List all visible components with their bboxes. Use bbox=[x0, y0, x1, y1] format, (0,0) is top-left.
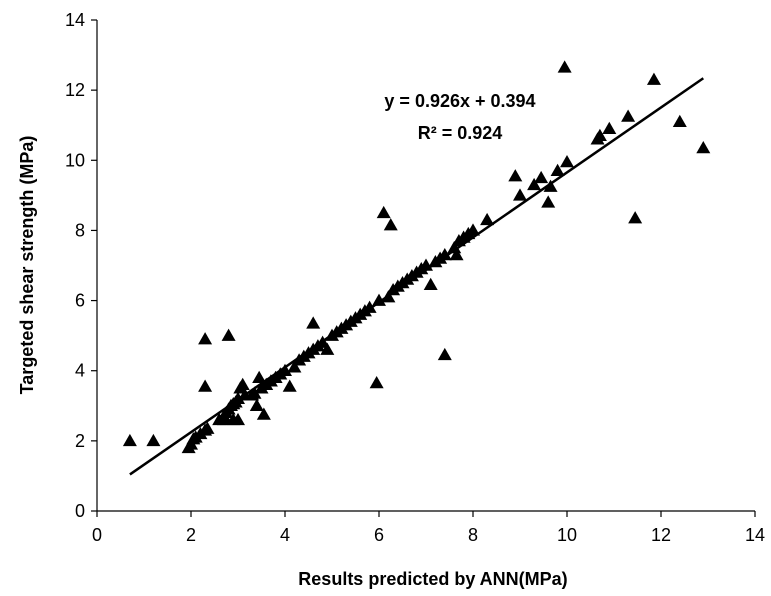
data-point bbox=[221, 328, 236, 341]
x-tick-label: 4 bbox=[280, 525, 290, 545]
data-point bbox=[508, 169, 523, 182]
x-tick-label: 12 bbox=[651, 525, 671, 545]
data-point bbox=[646, 72, 661, 85]
y-tick-label: 14 bbox=[65, 10, 85, 30]
data-points bbox=[122, 60, 711, 454]
data-point bbox=[560, 155, 574, 168]
data-point bbox=[621, 109, 636, 122]
data-point bbox=[362, 300, 377, 313]
trendline-equation: y = 0.926x + 0.394 bbox=[384, 91, 535, 111]
x-tick-label: 10 bbox=[557, 525, 577, 545]
data-point bbox=[198, 379, 213, 392]
data-point bbox=[513, 188, 527, 201]
data-point bbox=[122, 433, 137, 447]
data-point bbox=[249, 398, 264, 412]
x-ticks: 0 2 4 6 8 10 12 14 bbox=[92, 511, 765, 545]
data-point bbox=[541, 195, 556, 208]
y-tick-label: 6 bbox=[75, 291, 85, 311]
y-tick-label: 4 bbox=[75, 361, 85, 381]
y-tick-label: 2 bbox=[75, 431, 85, 451]
data-point bbox=[306, 316, 321, 329]
x-axis-title: Results predicted by ANN(MPa) bbox=[298, 569, 567, 589]
data-point bbox=[231, 412, 245, 426]
y-tick-label: 10 bbox=[65, 150, 85, 170]
data-point bbox=[628, 211, 643, 224]
y-tick-label: 8 bbox=[75, 220, 85, 240]
data-point bbox=[602, 121, 617, 134]
data-point bbox=[287, 360, 302, 373]
data-point bbox=[550, 163, 565, 177]
y-tick-label: 12 bbox=[65, 80, 85, 100]
data-point bbox=[527, 177, 542, 191]
data-point bbox=[376, 205, 391, 219]
data-point bbox=[592, 128, 607, 141]
data-point bbox=[216, 412, 231, 426]
data-point bbox=[231, 391, 245, 405]
trendline-r2: R² = 0.924 bbox=[418, 123, 503, 143]
data-point bbox=[320, 342, 335, 355]
data-point bbox=[372, 293, 386, 306]
data-point bbox=[383, 218, 398, 231]
data-point bbox=[282, 379, 297, 392]
data-point bbox=[696, 141, 711, 154]
data-point bbox=[557, 60, 572, 73]
data-point bbox=[449, 247, 464, 261]
data-point bbox=[534, 170, 549, 184]
data-point bbox=[423, 277, 438, 291]
x-tick-label: 14 bbox=[745, 525, 765, 545]
data-point bbox=[235, 377, 250, 390]
data-point bbox=[437, 247, 452, 261]
data-point bbox=[381, 290, 396, 303]
axes bbox=[96, 20, 755, 512]
data-point bbox=[247, 386, 262, 399]
data-point bbox=[480, 212, 495, 226]
data-point bbox=[543, 179, 558, 192]
y-axis-title: Targeted shear strength (MPa) bbox=[17, 136, 37, 395]
data-point bbox=[278, 363, 292, 376]
data-point bbox=[419, 258, 433, 271]
data-point bbox=[252, 370, 267, 383]
x-tick-label: 0 bbox=[92, 525, 102, 545]
data-point bbox=[200, 421, 215, 434]
data-point bbox=[256, 407, 271, 420]
y-ticks: 0 2 4 6 8 10 12 14 bbox=[65, 10, 97, 521]
data-point bbox=[146, 433, 161, 447]
data-point bbox=[437, 347, 452, 361]
x-tick-label: 8 bbox=[468, 525, 478, 545]
data-point bbox=[198, 332, 213, 345]
x-tick-label: 2 bbox=[186, 525, 196, 545]
data-point bbox=[672, 114, 687, 127]
data-point bbox=[466, 223, 480, 236]
data-point bbox=[369, 375, 384, 389]
y-tick-label: 0 bbox=[75, 501, 85, 521]
x-tick-label: 6 bbox=[374, 525, 384, 545]
